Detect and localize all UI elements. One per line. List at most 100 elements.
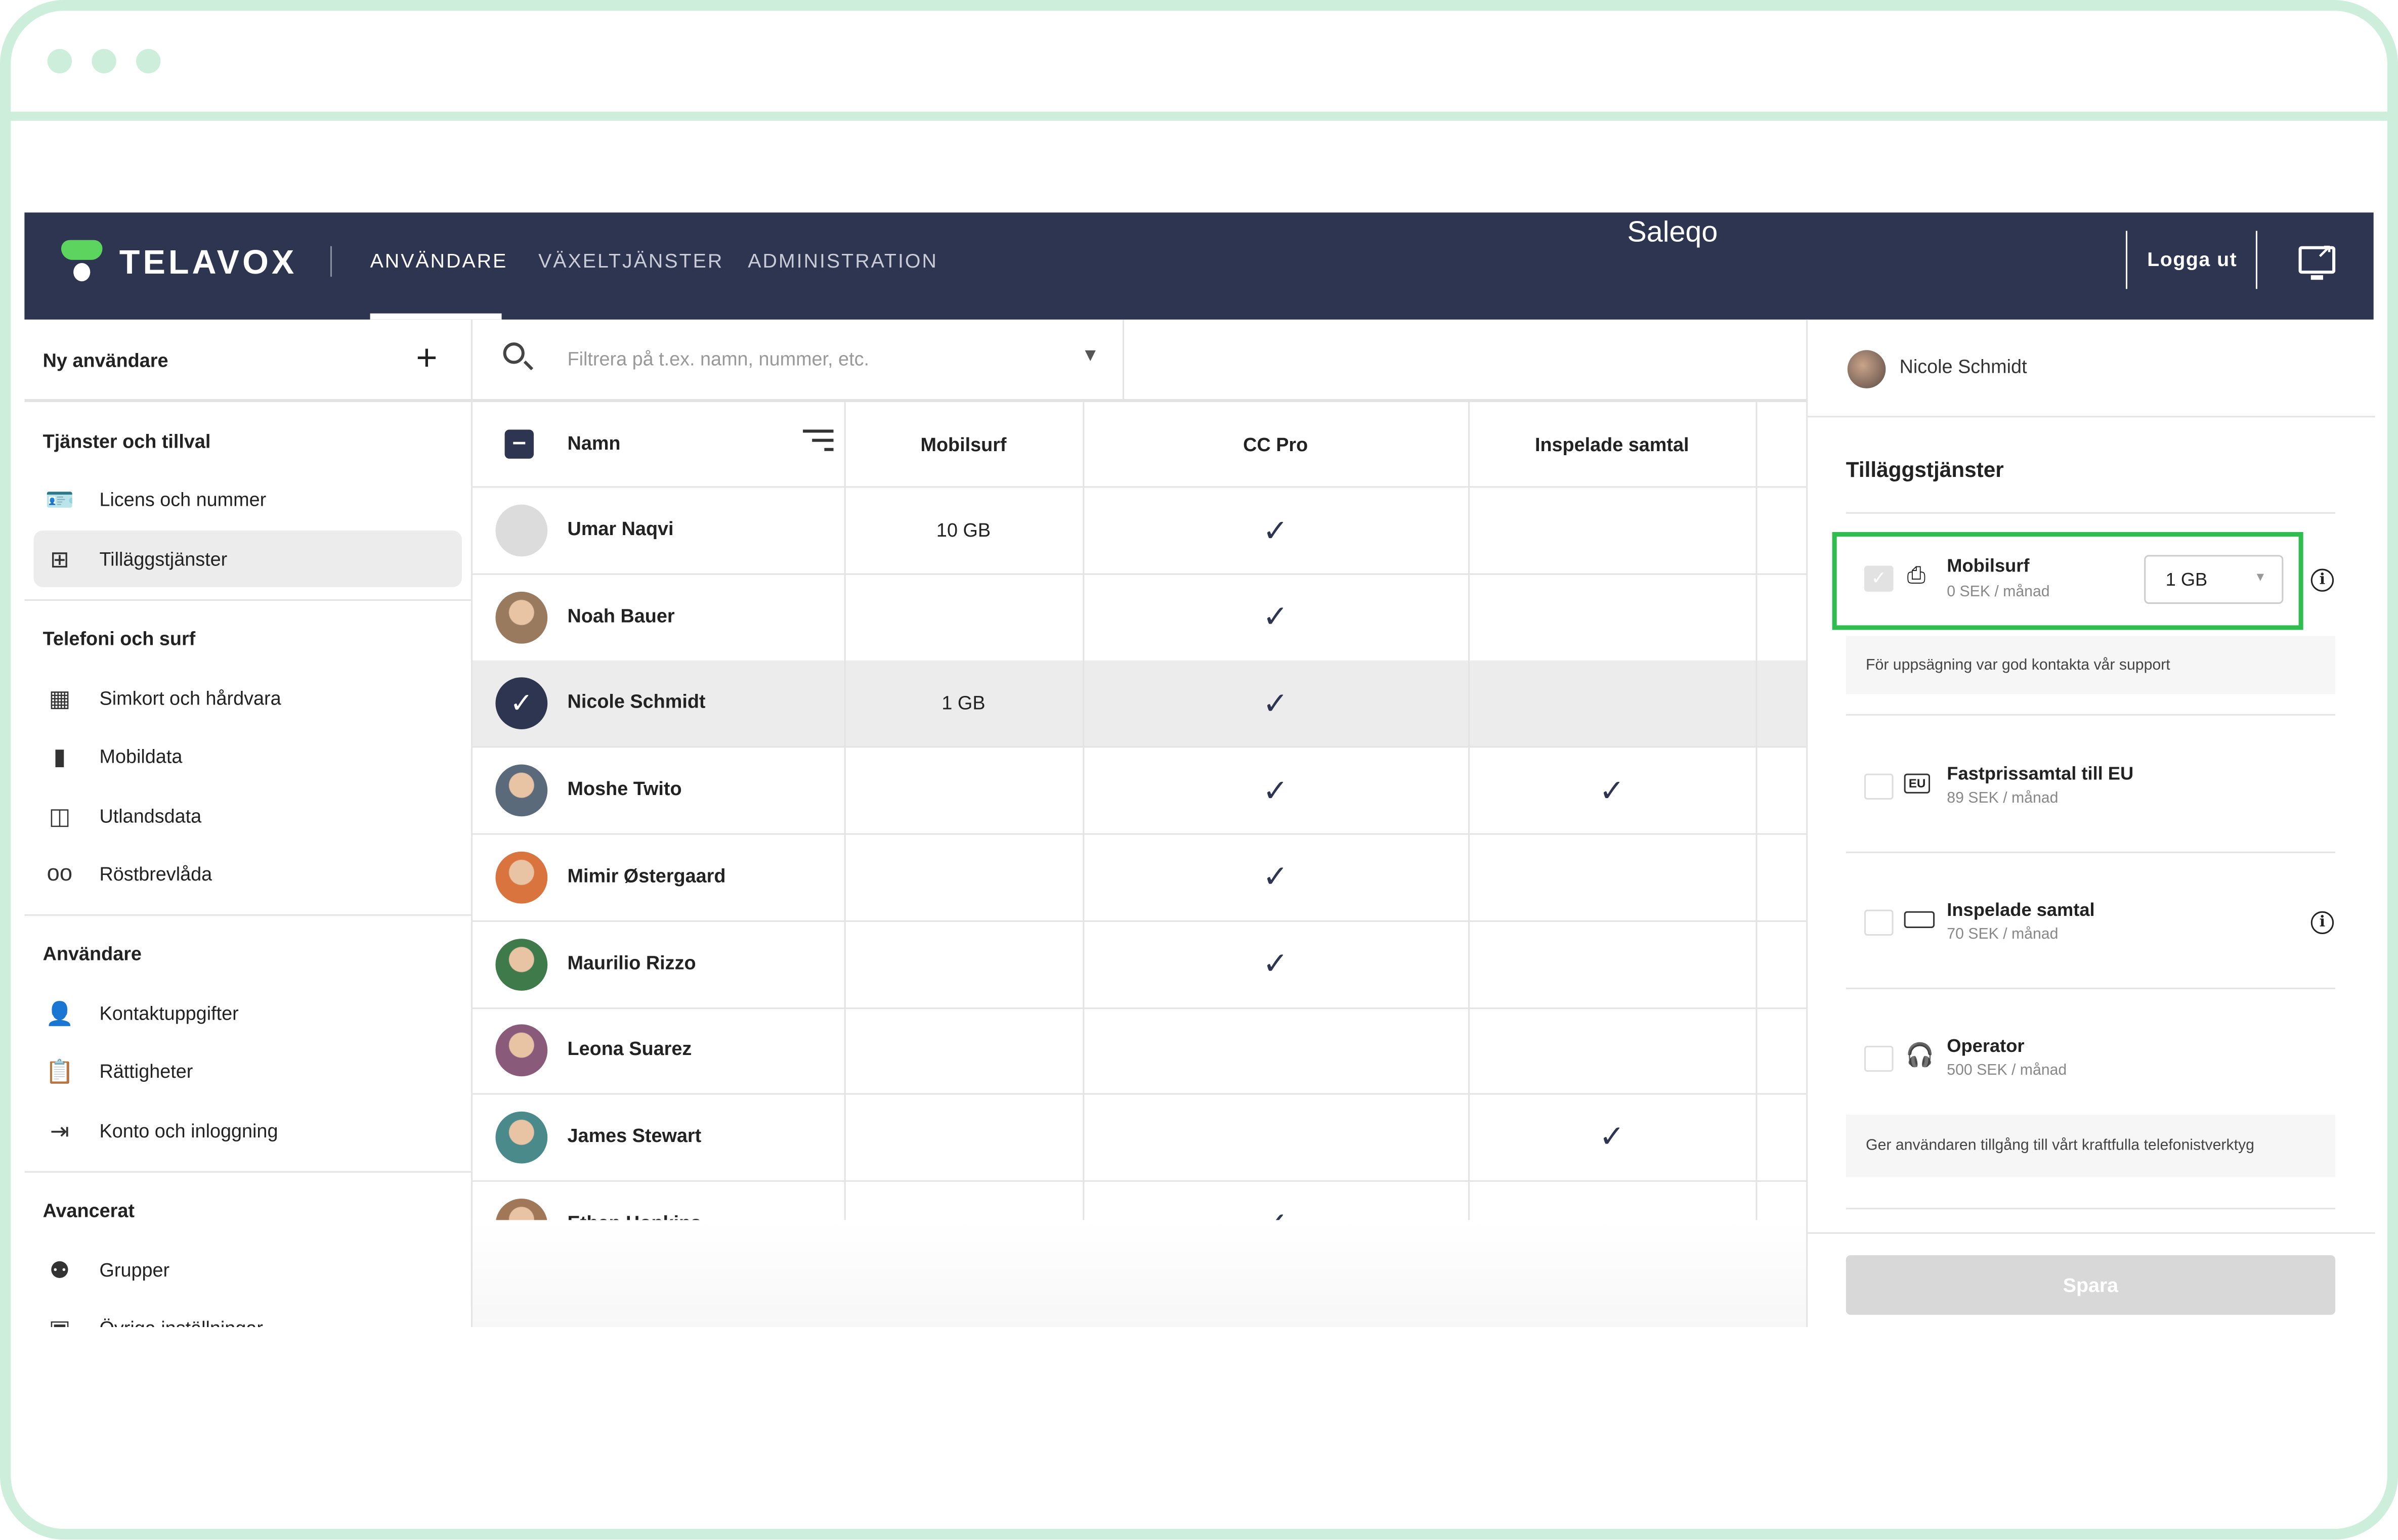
table-row[interactable]: Moshe Twito ✓ ✓ <box>473 748 1807 835</box>
window-maximize-dot[interactable] <box>136 49 161 74</box>
nav-vaxeltjanster[interactable]: VÄXELTJÄNSTER <box>538 249 724 273</box>
section-title: Avancerat <box>42 1200 135 1222</box>
user-name: Nicole Schmidt <box>567 691 706 713</box>
add-user-plus-icon[interactable]: + <box>416 338 438 379</box>
user-detail-panel: Nicole Schmidt Tilläggstjänster ✓ ⎙ Mobi… <box>1806 319 2375 1327</box>
save-button[interactable]: Spara <box>1846 1255 2336 1315</box>
column-header-mobilsurf[interactable]: Mobilsurf <box>920 434 1007 456</box>
operator-checkbox[interactable] <box>1864 1045 1894 1072</box>
recorded-cell[interactable]: ✓ <box>1468 1094 1755 1180</box>
sidebar-item-grupper[interactable]: ⚉ Grupper <box>34 1242 462 1298</box>
checkmark-icon: ✓ <box>1262 601 1289 635</box>
selected-check-avatar[interactable]: ✓ <box>495 678 548 730</box>
table-row[interactable]: Maurilio Rizzo ✓ <box>473 921 1807 1008</box>
sidebar-item-label: Tilläggstjänster <box>99 548 228 570</box>
recorded-cell[interactable] <box>1468 921 1755 1006</box>
sidebar-item-licens[interactable]: 🪪 Licens och nummer <box>34 471 462 527</box>
sidebar-item-rostbrevlada[interactable]: oo Röstbrevlåda <box>34 846 462 902</box>
sidebar-item-simkort[interactable]: ▦ Simkort och hårdvara <box>34 670 462 726</box>
cc-pro-cell[interactable]: ✓ <box>1083 834 1468 920</box>
mobilsurf-checkbox[interactable]: ✓ <box>1864 565 1894 592</box>
table-row[interactable]: James Stewart ✓ <box>473 1094 1807 1182</box>
info-icon[interactable]: i <box>2310 568 2334 592</box>
filter-dropdown-caret-icon[interactable]: ▼ <box>1081 344 1100 366</box>
service-inspelade-samtal: Inspelade samtal 70 SEK / månad <box>1846 876 2335 967</box>
recorded-cell[interactable] <box>1468 834 1755 920</box>
avatar[interactable] <box>495 591 548 643</box>
column-header-cc-pro[interactable]: CC Pro <box>1243 434 1308 456</box>
mobilsurf-cell <box>844 748 1083 833</box>
recorded-cell[interactable] <box>1468 1008 1755 1093</box>
table-row[interactable]: Noah Bauer ✓ <box>473 575 1807 662</box>
cc-pro-cell[interactable] <box>1083 1008 1468 1093</box>
recorded-cell[interactable] <box>1468 488 1755 573</box>
filter-input[interactable]: Filtrera på t.ex. namn, nummer, etc. <box>567 348 869 370</box>
cc-pro-cell[interactable]: ✓ <box>1083 921 1468 1006</box>
checkmark-icon: ✓ <box>1262 688 1289 722</box>
checkmark-icon: ✓ <box>1599 1121 1625 1155</box>
panel-user-name: Nicole Schmidt <box>1899 356 2027 378</box>
voicemail-icon: oo <box>47 860 73 887</box>
external-screen-icon[interactable]: ↗ <box>2298 240 2336 280</box>
divider <box>1846 512 2336 514</box>
clipboard-icon: 📋 <box>45 1059 74 1085</box>
recorded-cell[interactable] <box>1468 661 1755 746</box>
window-close-dot[interactable] <box>47 49 72 74</box>
sidebar-item-tillaggstjanster[interactable]: ⊞ Tilläggstjänster <box>33 530 462 587</box>
inspelade-samtal-checkbox[interactable] <box>1864 909 1894 936</box>
headset-icon: 🎧 <box>1905 1042 1935 1069</box>
table-row[interactable]: ✓ Nicole Schmidt 1 GB ✓ <box>473 661 1807 749</box>
service-name: Operator <box>1947 1035 2025 1057</box>
avatar[interactable] <box>495 504 548 557</box>
avatar[interactable] <box>495 938 548 990</box>
nav-administration[interactable]: ADMINISTRATION <box>748 249 938 273</box>
globe-phone-icon: ◫ <box>49 803 71 829</box>
divider <box>1846 987 2336 989</box>
avatar[interactable] <box>495 851 548 903</box>
mobilsurf-cell <box>844 1094 1083 1180</box>
nav-anvandare[interactable]: ANVÄNDARE <box>370 249 508 273</box>
recorded-cell[interactable]: ✓ <box>1468 748 1755 833</box>
divider <box>1808 416 2375 418</box>
sidebar-item-utlandsdata[interactable]: ◫ Utlandsdata <box>34 787 462 844</box>
info-icon[interactable]: i <box>2310 911 2334 935</box>
cc-pro-cell[interactable]: ✓ <box>1083 661 1468 746</box>
table-row[interactable]: Leona Suarez <box>473 1008 1807 1095</box>
mobilsurf-cell: 10 GB <box>936 519 991 542</box>
mobilsurf-cell <box>844 921 1083 1006</box>
cc-pro-cell[interactable]: ✓ <box>1083 748 1468 833</box>
cc-pro-cell[interactable]: ✓ <box>1083 488 1468 573</box>
sort-filter-icon[interactable] <box>803 429 834 451</box>
column-header-namn[interactable]: Namn <box>567 432 621 454</box>
window-minimize-dot[interactable] <box>92 49 116 74</box>
sidebar-item-konto[interactable]: ⇥ Konto och inloggning <box>34 1103 462 1159</box>
avatar[interactable] <box>495 1111 548 1164</box>
sidebar-item-rattigheter[interactable]: 📋 Rättigheter <box>34 1043 462 1099</box>
checkmark-icon: ✓ <box>1599 774 1625 808</box>
table-bottom-fade <box>473 1220 1807 1327</box>
table-row[interactable]: Mimir Østergaard ✓ <box>473 834 1807 922</box>
cc-pro-cell[interactable] <box>1083 1094 1468 1180</box>
select-all-checkbox[interactable]: – <box>504 429 534 459</box>
recorded-cell[interactable] <box>1468 575 1755 660</box>
logout-button[interactable]: Logga ut <box>2147 247 2238 271</box>
sidebar-item-mobildata[interactable]: ▮ Mobildata <box>34 728 462 784</box>
mobilsurf-size-select[interactable]: 1 GB ▼ <box>2144 555 2284 604</box>
user-name: Moshe Twito <box>567 778 682 800</box>
cc-pro-cell[interactable]: ✓ <box>1083 575 1468 660</box>
service-note: För uppsägning var god kontakta vår supp… <box>1846 636 2336 694</box>
mobilsurf-cell <box>844 575 1083 660</box>
sidebar-item-ovriga[interactable]: ▣ Övriga inställningar <box>34 1300 462 1327</box>
telavox-logo[interactable]: TELAVOX <box>61 240 321 286</box>
service-fastpris-eu: EU Fastprissamtal till EU 89 SEK / månad <box>1846 740 2335 831</box>
fastpris-eu-checkbox[interactable] <box>1864 773 1894 800</box>
divider <box>1846 714 2336 716</box>
avatar[interactable] <box>495 1024 548 1077</box>
sidebar-item-kontaktuppgifter[interactable]: 👤 Kontaktuppgifter <box>34 985 462 1041</box>
column-header-inspelade[interactable]: Inspelade samtal <box>1534 434 1689 456</box>
filter-bar[interactable]: Filtrera på t.ex. namn, nummer, etc. ▼ <box>473 319 1124 401</box>
table-row[interactable]: Umar Naqvi 10 GB ✓ <box>473 488 1807 575</box>
section-title: Användare <box>42 943 142 965</box>
checkmark-icon: ✓ <box>1262 948 1289 982</box>
avatar[interactable] <box>495 764 548 817</box>
